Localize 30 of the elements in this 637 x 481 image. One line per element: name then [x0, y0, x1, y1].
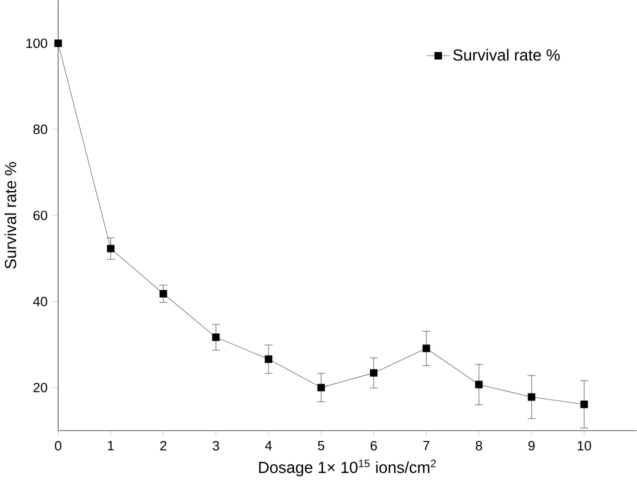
x-tick-label: 5	[318, 441, 324, 450]
x-tick-label: 8	[476, 441, 482, 451]
point	[475, 380, 483, 388]
x-tick-label: 4	[265, 441, 272, 450]
point	[264, 356, 272, 364]
x-tick-label: 6	[370, 441, 377, 451]
point	[317, 384, 325, 392]
x-tick-label: 2	[160, 441, 166, 450]
point	[212, 334, 220, 342]
point	[422, 344, 430, 352]
y-tick-label: 60	[34, 210, 48, 220]
x-tick-label: 7	[423, 441, 430, 450]
legend-label: Survival rate %	[453, 49, 560, 61]
x-tick-label: 10	[578, 441, 592, 451]
y-axis-title: Survival rate %	[4, 162, 16, 269]
point	[370, 369, 378, 377]
x-tick-label: 3	[212, 441, 220, 451]
y-tick-label: 20	[34, 382, 48, 392]
x-axis-title: Dosage 1× 10$^{15}$ ions/cm$^{2}$	[259, 460, 436, 476]
y-tick-label: 100	[26, 38, 48, 48]
point	[54, 40, 62, 48]
x-tick-label: 9	[528, 441, 535, 451]
point	[160, 290, 168, 298]
x-tick-label: 0	[54, 441, 62, 451]
x-tick-label: 1	[108, 441, 114, 450]
y-tick-label: 40	[33, 296, 48, 306]
point	[580, 400, 588, 408]
y-tick-label: 80	[33, 124, 48, 134]
point	[528, 393, 536, 401]
point	[106, 244, 114, 252]
